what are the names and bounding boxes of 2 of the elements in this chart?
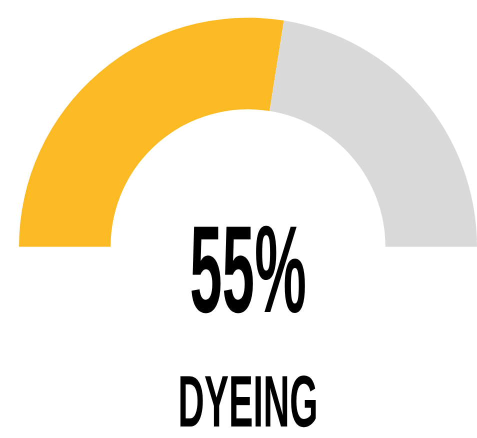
text: 55% bbox=[190, 199, 306, 339]
text: DYEING bbox=[178, 362, 318, 438]
